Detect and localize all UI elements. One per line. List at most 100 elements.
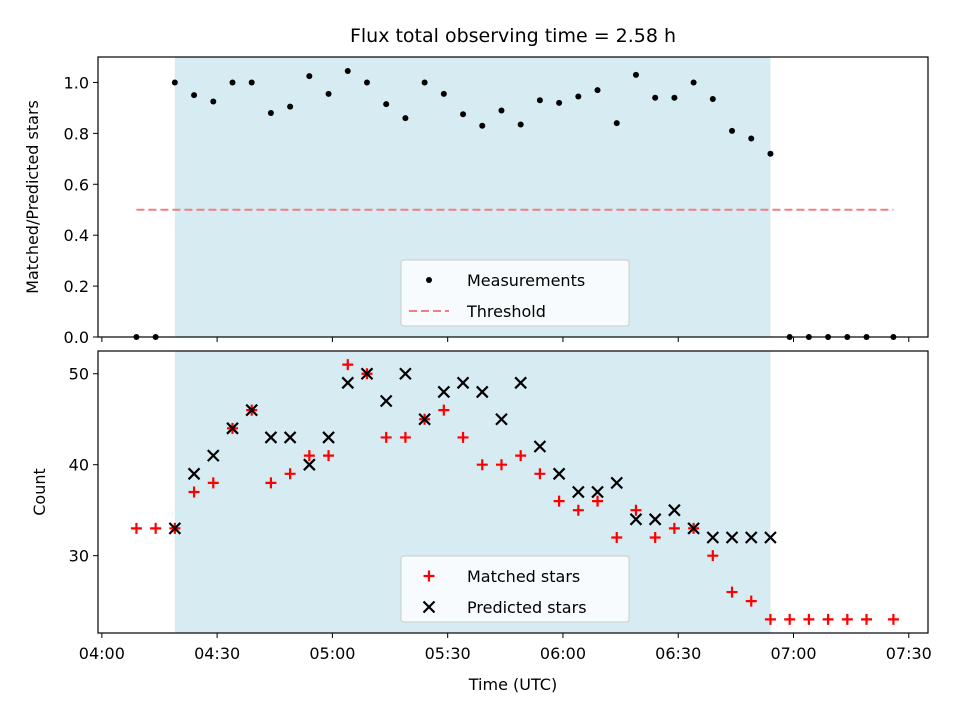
- measurement-point: [248, 79, 255, 86]
- measurement-point: [402, 115, 409, 122]
- predicted-star-point: [706, 531, 720, 544]
- matched-star-point: [572, 504, 584, 516]
- measurement-point: [210, 98, 217, 105]
- predicted-star-point: [668, 503, 681, 517]
- matched-star-point: [207, 477, 219, 489]
- predicted-star-point: [187, 467, 201, 481]
- x-tick-label: 06:30: [655, 644, 701, 663]
- matched-star-point: [323, 450, 335, 462]
- legend-matched-marker: [423, 570, 435, 582]
- x-tick-label: 05:00: [309, 644, 355, 663]
- matched-star-point: [784, 613, 796, 625]
- predicted-star-point: [533, 440, 547, 453]
- matched-star-point: [399, 431, 411, 443]
- matched-star-point: [342, 359, 354, 371]
- predicted-star-point: [360, 367, 374, 381]
- panel-top: 0.0 0.2 0.4 0.6 0.8 1.0 Matched/Predicted star…: [23, 56, 929, 347]
- matched-star-point: [887, 613, 899, 625]
- measurement-point: [517, 121, 524, 128]
- y-tick-label: 0.2: [64, 277, 89, 296]
- predicted-star-point: [475, 385, 489, 399]
- y-axis-label: Count: [30, 468, 49, 516]
- matched-star-point: [764, 613, 776, 625]
- legend: Matched stars Predicted stars: [400, 555, 630, 623]
- measurement-point: [594, 87, 601, 94]
- matched-star-point: [745, 595, 757, 607]
- panel-bottom: 04:00 04:30 05:00 05:30 06:00 06:30 07:00 07:30…: [30, 350, 932, 663]
- predicted-star-point: [226, 422, 239, 435]
- predicted-star-point: [744, 531, 758, 544]
- measurement-point: [421, 79, 428, 86]
- matched-star-point: [861, 613, 873, 625]
- predicted-star-point: [495, 412, 508, 426]
- measurement-point: [306, 73, 313, 80]
- y-axis-label: Matched/Predicted stars: [23, 100, 42, 294]
- x-tick-label: 04:00: [79, 644, 125, 663]
- measurement-point: [652, 94, 659, 101]
- legend-label: Matched stars: [467, 567, 580, 586]
- y-tick-label: 0.4: [64, 226, 89, 245]
- y-tick-label: 30: [69, 547, 89, 566]
- measurement-point: [363, 79, 370, 86]
- y-tick-label: 0.0: [64, 328, 89, 347]
- matched-star-point: [476, 459, 488, 471]
- legend-label: Threshold: [466, 302, 546, 321]
- matched-star-point: [515, 450, 527, 462]
- predicted-star-point: [591, 485, 604, 499]
- y-tick-label: 50: [69, 365, 89, 384]
- measurement-point: [613, 120, 620, 127]
- measurement-point: [575, 93, 582, 100]
- matched-star-point: [649, 531, 661, 543]
- y-tick-label: 1.0: [64, 73, 89, 92]
- predicted-star-point: [399, 367, 412, 381]
- legend-box: [400, 555, 630, 623]
- predicted-star-point: [629, 513, 643, 526]
- x-tick-label: 07:30: [886, 644, 932, 663]
- chart-title: Flux total observing time = 2.58 h: [350, 25, 676, 47]
- predicted-star-point: [437, 385, 451, 399]
- measurement-point: [229, 79, 236, 86]
- predicted-star-point: [572, 485, 585, 499]
- predicted-star-point: [514, 376, 527, 390]
- matched-star-point: [380, 431, 392, 443]
- predicted-star-point: [207, 449, 220, 462]
- matched-star-point: [438, 404, 450, 416]
- predicted-star-point: [341, 376, 355, 390]
- matched-star-point: [592, 495, 604, 507]
- predicted-star-point: [264, 431, 278, 444]
- predicted-star-point: [303, 458, 316, 471]
- x-tick-label: 07:00: [770, 644, 816, 663]
- predicted-star-point: [168, 522, 182, 535]
- legend-label: Measurements: [467, 271, 585, 290]
- predicted-star-point: [610, 476, 624, 490]
- predicted-star-point: [322, 431, 335, 444]
- predicted-star-point: [245, 403, 258, 417]
- matched-star-point: [534, 468, 546, 480]
- matched-star-point: [668, 522, 680, 534]
- x-tick-label: 05:30: [425, 644, 471, 663]
- measurement-point: [556, 99, 563, 106]
- measurement-point: [748, 135, 755, 142]
- measurement-point: [709, 96, 716, 102]
- matched-star-point: [188, 486, 200, 498]
- measurement-point: [632, 71, 639, 78]
- measurement-point: [729, 127, 736, 134]
- legend-measurement-marker: [426, 277, 432, 283]
- legend: Measurements Threshold: [400, 259, 630, 327]
- measurement-point: [498, 107, 505, 114]
- measurement-point: [460, 111, 467, 118]
- measurement-point: [171, 79, 178, 86]
- legend-box: [400, 259, 630, 327]
- matched-star-point: [130, 522, 142, 534]
- predicted-star-point: [648, 513, 662, 526]
- predicted-star-point: [687, 522, 700, 535]
- predicted-star-point: [456, 376, 470, 390]
- matched-star-point: [495, 459, 507, 471]
- matched-star-point: [630, 504, 642, 516]
- matched-star-point: [303, 450, 315, 462]
- measurement-point: [440, 90, 447, 97]
- matched-star-point: [284, 468, 296, 480]
- axes-frame: [97, 56, 929, 338]
- matched-star-point: [841, 613, 853, 625]
